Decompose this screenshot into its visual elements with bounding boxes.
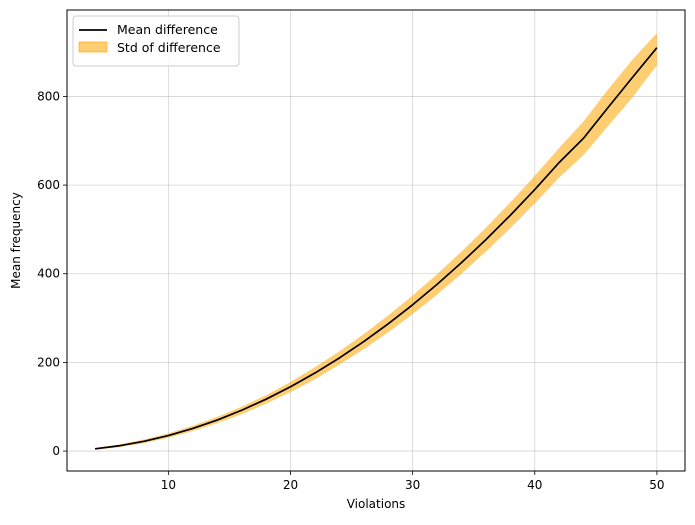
x-axis-ticks: 10 20 30 40 50 (161, 471, 665, 492)
mean-line (94, 47, 658, 450)
y-tick-label: 400 (37, 267, 60, 281)
y-axis-ticks: 0 200 400 600 800 (37, 89, 67, 458)
x-tick-label: 30 (405, 478, 420, 492)
mean-line-layer (94, 47, 658, 450)
y-tick-label: 200 (37, 355, 60, 369)
y-tick-label: 600 (37, 178, 60, 192)
plot-frame (66, 9, 686, 472)
y-axis-label: Mean frequency (9, 192, 23, 289)
x-tick-label: 40 (527, 478, 542, 492)
legend-label-mean-difference: Mean difference (117, 22, 218, 37)
y-tick-label: 800 (37, 89, 60, 103)
legend-swatch-std-of-difference (78, 41, 108, 53)
x-tick-label: 50 (649, 478, 664, 492)
std-band (95, 33, 657, 450)
grid-lines (67, 10, 685, 471)
x-tick-label: 20 (283, 478, 298, 492)
legend-box (72, 15, 240, 67)
x-axis-label: Violations (347, 497, 406, 511)
legend-label-std-of-difference: Std of difference (117, 40, 221, 55)
legend: Mean difference Std of difference (72, 15, 240, 67)
x-tick-label: 10 (161, 478, 176, 492)
y-tick-label: 0 (52, 444, 60, 458)
std-band-layer (95, 33, 657, 450)
